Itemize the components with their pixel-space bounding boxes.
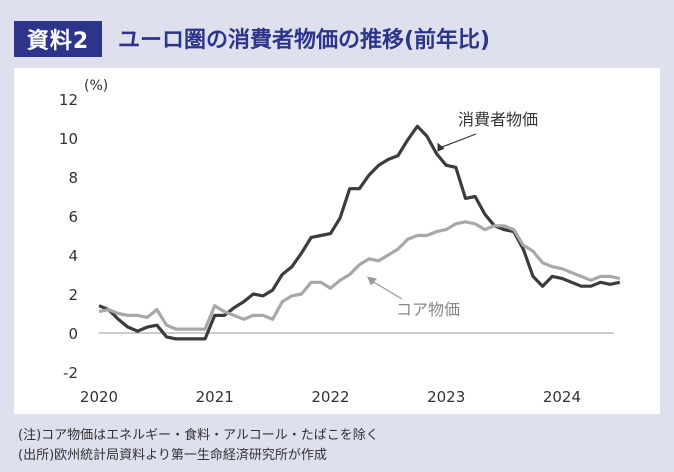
y-tick-label: -2 [63, 364, 78, 382]
annotation-arrowhead-core [367, 276, 378, 286]
y-tick-label: 0 [68, 325, 78, 343]
chart-title: ユーロ圏の消費者物価の推移(前年比) [118, 28, 491, 53]
figure-badge: 資料2 [14, 21, 102, 57]
annotation-label-cpi: 消費者物価 [458, 110, 538, 129]
chart-panel: -2 0 2 4 6 8 10 12 (%) 2020 2021 2022 2023 2024 消費者物価コ… [14, 68, 660, 414]
x-tick-label: 2021 [196, 388, 234, 406]
note-text: (注)コア物価はエネルギー・食料・アルコール・たばこを除く [18, 428, 379, 443]
annotation-arrow-core [370, 279, 403, 300]
series-line-core [98, 220, 621, 331]
x-tick-label: 2022 [311, 388, 349, 406]
x-tick-label: 2024 [543, 388, 581, 406]
source-text: (出所)欧州統計局資料より第一生命経済研究所が作成 [18, 448, 327, 463]
y-tick-label: 2 [68, 286, 78, 304]
y-unit-label: (%) [84, 78, 108, 94]
x-tick-label: 2023 [427, 388, 465, 406]
line-chart: -2 0 2 4 6 8 10 12 (%) 2020 2021 2022 2023 2024 消費者物価コ… [59, 78, 621, 406]
annotation-arrow-cpi [440, 133, 477, 149]
footnotes: (注)コア物価はエネルギー・食料・アルコール・たばこを除く (出所)欧州統計局資… [18, 426, 379, 466]
y-tick-label: 10 [59, 130, 78, 148]
annotation-arrowhead-cpi [437, 142, 445, 152]
y-tick-label: 6 [68, 208, 78, 226]
x-tick-label: 2020 [80, 388, 118, 406]
y-tick-label: 12 [59, 91, 78, 109]
y-tick-label: 8 [68, 169, 78, 187]
y-tick-label: 4 [68, 247, 78, 265]
annotation-label-core: コア物価 [396, 300, 460, 319]
series-line-cpi [98, 124, 621, 341]
